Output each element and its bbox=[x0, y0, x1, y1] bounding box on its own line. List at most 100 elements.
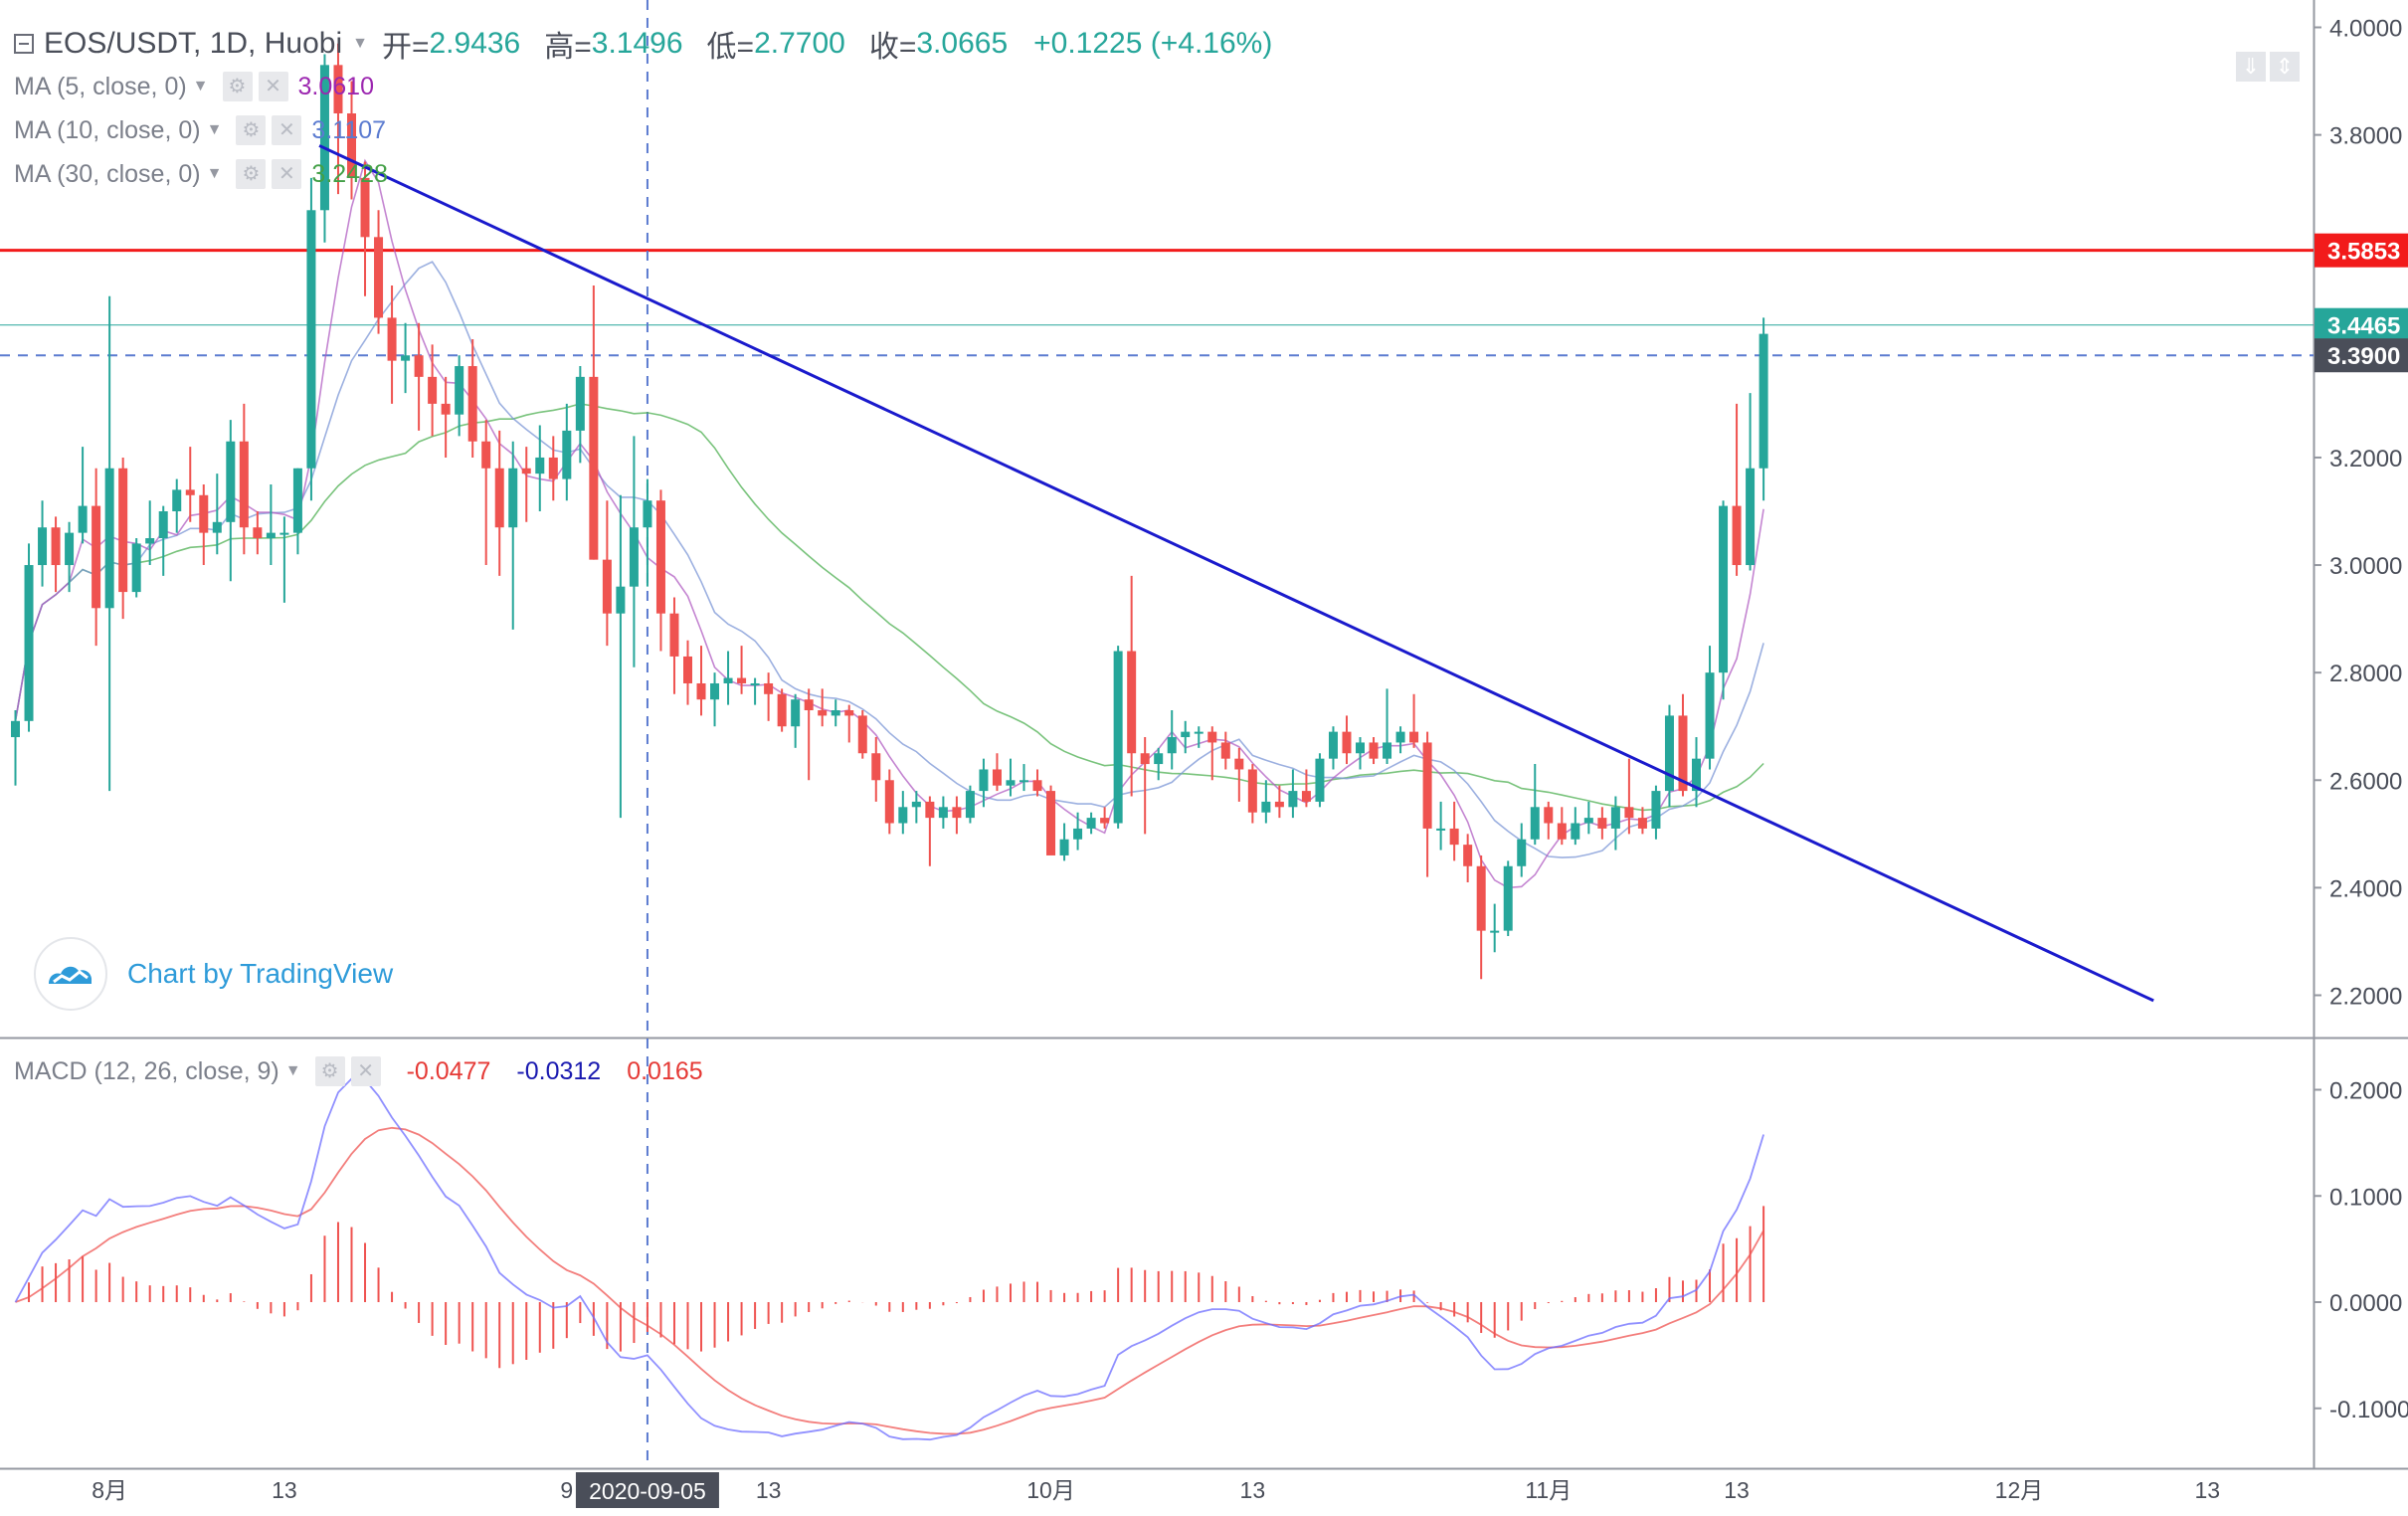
candle-body[interactable] bbox=[1167, 737, 1177, 754]
gear-icon[interactable]: ⚙ bbox=[236, 115, 267, 145]
candle[interactable] bbox=[347, 81, 356, 200]
candle-body[interactable] bbox=[11, 720, 20, 738]
candle[interactable] bbox=[1274, 785, 1284, 819]
candle-body[interactable] bbox=[467, 366, 477, 442]
candle-body[interactable] bbox=[131, 543, 141, 593]
candle[interactable] bbox=[1073, 812, 1083, 851]
candle[interactable] bbox=[1100, 807, 1110, 829]
candle[interactable] bbox=[1436, 801, 1446, 851]
candle[interactable] bbox=[292, 468, 302, 555]
candle-body[interactable] bbox=[1181, 731, 1191, 738]
candle-body[interactable] bbox=[92, 505, 101, 609]
candle[interactable] bbox=[911, 791, 921, 824]
candle-body[interactable] bbox=[1759, 333, 1768, 469]
candle-body[interactable] bbox=[1746, 468, 1756, 566]
candle-body[interactable] bbox=[1220, 742, 1230, 759]
candle-body[interactable] bbox=[764, 682, 774, 694]
candle-body[interactable] bbox=[1571, 823, 1580, 840]
candle[interactable] bbox=[374, 210, 384, 334]
candle[interactable] bbox=[1006, 758, 1016, 797]
chevron-down-icon[interactable]: ▼ bbox=[206, 121, 223, 138]
candle-body[interactable] bbox=[1422, 742, 1432, 829]
candle[interactable] bbox=[401, 322, 411, 394]
candle-body[interactable] bbox=[575, 376, 585, 431]
candle-body[interactable] bbox=[1032, 780, 1042, 792]
candle-body[interactable] bbox=[1369, 742, 1379, 759]
ma30-label[interactable]: MA (30, close, 0) bbox=[14, 159, 201, 188]
candle-body[interactable] bbox=[1490, 930, 1500, 933]
candle[interactable] bbox=[1234, 747, 1244, 802]
ma5-label[interactable]: MA (5, close, 0) bbox=[14, 72, 187, 100]
candle-body[interactable] bbox=[455, 366, 464, 415]
candle[interactable] bbox=[965, 785, 975, 824]
candle[interactable] bbox=[616, 494, 626, 819]
candle[interactable] bbox=[494, 430, 504, 576]
candle[interactable] bbox=[1127, 575, 1137, 797]
candle[interactable] bbox=[1571, 807, 1580, 846]
candle-body[interactable] bbox=[1234, 758, 1244, 770]
candle-body[interactable] bbox=[185, 489, 195, 495]
candle[interactable] bbox=[1342, 715, 1352, 765]
candle-body[interactable] bbox=[898, 807, 908, 824]
candle[interactable] bbox=[1207, 726, 1217, 781]
candle-body[interactable] bbox=[1449, 828, 1459, 846]
candle[interactable] bbox=[1059, 823, 1069, 861]
candle-body[interactable] bbox=[401, 355, 411, 361]
candle-body[interactable] bbox=[279, 532, 289, 535]
candle[interactable] bbox=[831, 699, 840, 727]
candle-body[interactable] bbox=[387, 317, 397, 361]
candle-body[interactable] bbox=[791, 699, 801, 727]
candle-body[interactable] bbox=[884, 780, 894, 824]
candle-body[interactable] bbox=[1651, 791, 1661, 829]
candle[interactable] bbox=[1356, 737, 1365, 770]
candle[interactable] bbox=[1759, 317, 1768, 501]
candle-body[interactable] bbox=[292, 468, 302, 533]
candle-body[interactable] bbox=[333, 65, 343, 113]
candle[interactable] bbox=[1490, 903, 1500, 953]
candle[interactable] bbox=[629, 436, 639, 667]
candle-body[interactable] bbox=[319, 65, 329, 211]
candle[interactable] bbox=[1583, 801, 1593, 835]
candle-body[interactable] bbox=[1019, 780, 1028, 783]
candle-body[interactable] bbox=[655, 500, 665, 614]
candle[interactable] bbox=[737, 646, 747, 694]
gear-icon[interactable]: ⚙ bbox=[314, 1056, 345, 1086]
candle[interactable] bbox=[360, 161, 370, 296]
candle[interactable] bbox=[414, 322, 424, 431]
candle[interactable] bbox=[1624, 758, 1634, 835]
candle-body[interactable] bbox=[589, 376, 599, 560]
candle[interactable] bbox=[979, 758, 989, 808]
candle[interactable] bbox=[857, 710, 867, 759]
candle[interactable] bbox=[1664, 704, 1674, 808]
chevron-down-icon[interactable]: ▼ bbox=[352, 35, 368, 52]
candle-body[interactable] bbox=[118, 468, 128, 593]
candle-body[interactable] bbox=[1678, 715, 1688, 792]
candle[interactable] bbox=[655, 489, 665, 652]
candle[interactable] bbox=[764, 672, 774, 721]
candle[interactable] bbox=[1610, 796, 1620, 851]
scale-down-icon[interactable]: ⇓ bbox=[2236, 52, 2266, 82]
candle-body[interactable] bbox=[1719, 505, 1729, 673]
candle-body[interactable] bbox=[831, 710, 840, 716]
candle[interactable] bbox=[441, 376, 451, 458]
candle[interactable] bbox=[24, 543, 34, 732]
candle[interactable] bbox=[723, 651, 733, 705]
candle[interactable] bbox=[1409, 693, 1419, 748]
candle[interactable] bbox=[710, 672, 720, 727]
candle[interactable] bbox=[1140, 737, 1150, 835]
symbol-title[interactable]: EOS/USDT, 1D, Huobi bbox=[44, 27, 343, 60]
candle-body[interactable] bbox=[1732, 505, 1742, 566]
candle-body[interactable] bbox=[1637, 818, 1647, 829]
candle[interactable] bbox=[467, 339, 477, 458]
candle[interactable] bbox=[669, 597, 679, 694]
candle[interactable] bbox=[643, 478, 652, 587]
close-icon[interactable]: ✕ bbox=[258, 72, 288, 101]
candle[interactable] bbox=[1247, 764, 1257, 824]
candle[interactable] bbox=[1032, 769, 1042, 797]
candle[interactable] bbox=[1395, 726, 1405, 754]
candle[interactable] bbox=[1383, 688, 1392, 765]
candle[interactable] bbox=[1746, 393, 1756, 571]
candle-body[interactable] bbox=[844, 710, 854, 716]
candle-body[interactable] bbox=[602, 559, 612, 614]
candle[interactable] bbox=[925, 796, 935, 866]
